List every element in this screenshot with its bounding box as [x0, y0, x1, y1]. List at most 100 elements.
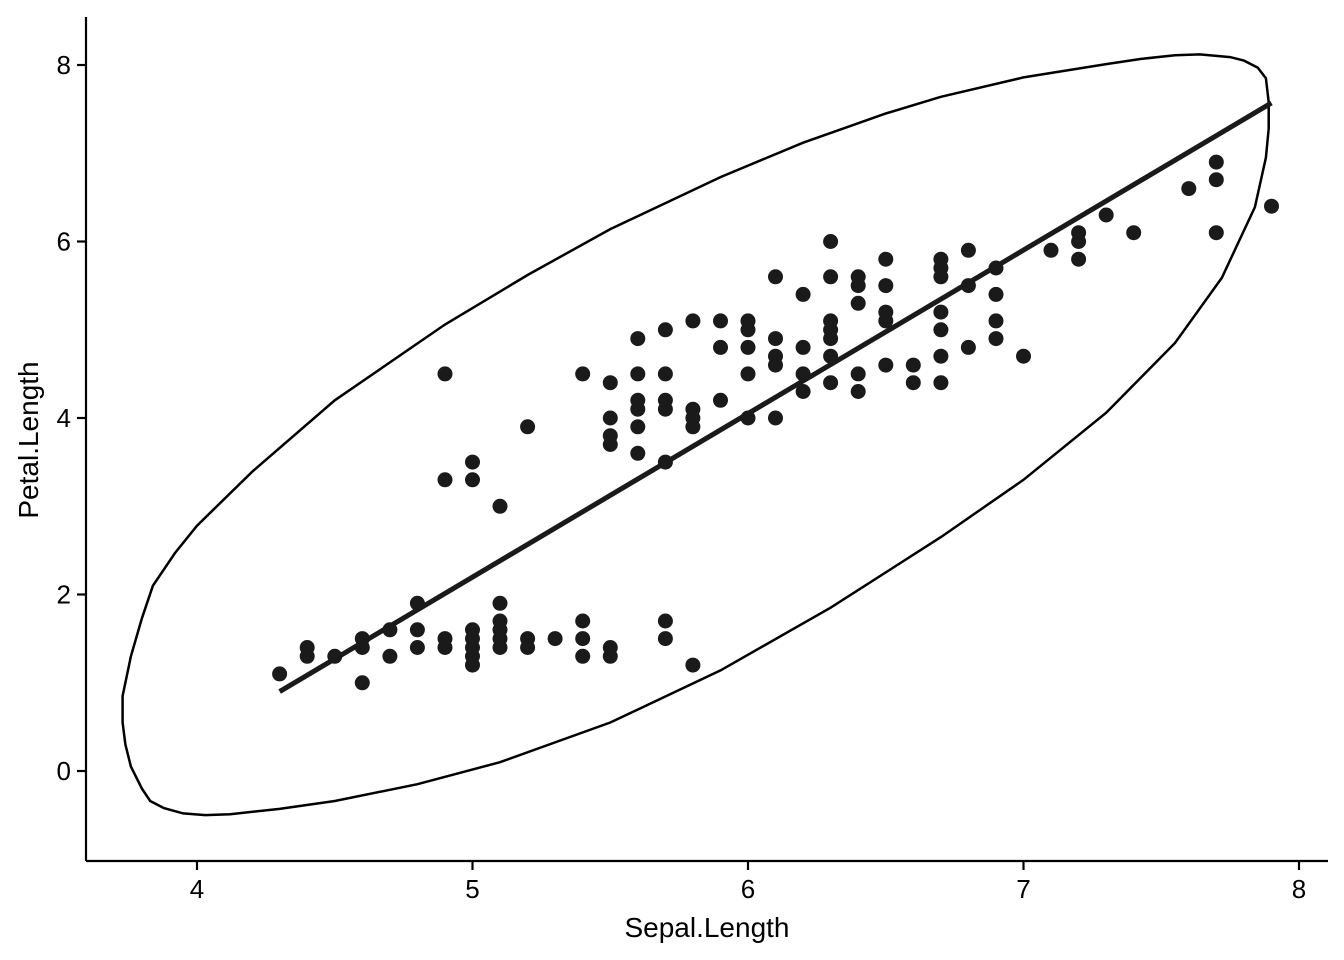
x-axis-title: Sepal.Length [624, 912, 789, 943]
x-tick-label: 4 [190, 874, 204, 904]
data-point [740, 366, 756, 382]
x-tick-label: 8 [1292, 874, 1306, 904]
regression-line [278, 100, 1273, 694]
data-point [795, 339, 811, 355]
data-point [547, 631, 563, 647]
data-point [795, 384, 811, 399]
y-tick-label: 8 [57, 50, 71, 80]
data-point [602, 410, 618, 426]
data-point [933, 375, 949, 391]
data-point [630, 445, 646, 461]
confidence-ellipse-layer [121, 53, 1270, 817]
data-point [988, 331, 1004, 347]
data-point [878, 251, 894, 267]
data-point [575, 613, 591, 629]
x-tick-label: 6 [741, 874, 755, 904]
data-point [437, 472, 453, 488]
data-point [905, 357, 921, 373]
data-point [768, 348, 783, 364]
data-point [768, 410, 783, 426]
data-point [740, 339, 756, 355]
data-point [960, 278, 976, 294]
data-point [437, 366, 453, 382]
data-point [299, 640, 315, 655]
data-point [850, 269, 866, 285]
data-point [630, 366, 646, 382]
data-point [740, 410, 756, 426]
data-point [933, 251, 949, 267]
data-point [1208, 225, 1224, 241]
data-point [354, 675, 370, 691]
data-point [465, 472, 480, 488]
data-point [713, 339, 728, 355]
axes-layer [84, 17, 1328, 863]
data-point [492, 595, 508, 611]
data-point [685, 313, 701, 329]
data-point [740, 313, 756, 329]
data-point [492, 498, 508, 514]
data-point [988, 313, 1004, 329]
data-point [960, 242, 976, 258]
data-point [1181, 181, 1197, 197]
y-tick-label: 6 [57, 227, 71, 257]
data-point [409, 622, 425, 638]
data-point [850, 366, 866, 382]
data-point [657, 454, 673, 470]
data-points-layer [272, 154, 1279, 691]
data-point [354, 631, 370, 647]
data-point [878, 304, 894, 320]
y-tick-label: 2 [57, 580, 71, 610]
data-point [630, 392, 646, 408]
data-point [933, 348, 949, 364]
data-point [630, 419, 646, 435]
data-point [409, 640, 425, 655]
y-tick-label: 4 [57, 403, 71, 433]
data-point [657, 631, 673, 647]
data-point [1208, 172, 1224, 188]
data-point [878, 357, 894, 373]
data-point [1071, 251, 1087, 267]
data-point [823, 234, 839, 249]
data-point [988, 286, 1004, 302]
data-point [492, 613, 508, 629]
data-point [823, 348, 839, 364]
y-axis-title: Petal.Length [13, 361, 44, 518]
data-point [657, 613, 673, 629]
data-point [878, 278, 894, 294]
data-point [795, 286, 811, 302]
data-point [1264, 198, 1279, 214]
data-point [685, 401, 701, 417]
data-point [850, 384, 866, 399]
data-point [382, 648, 398, 664]
data-point [1016, 348, 1031, 364]
y-ticks-layer: 0 2 4 6 8 [57, 50, 86, 786]
data-point [409, 595, 425, 611]
data-point [657, 366, 673, 382]
data-point [795, 366, 811, 382]
data-point [823, 269, 839, 285]
data-point [602, 640, 618, 655]
data-point [575, 631, 591, 647]
data-point [1043, 242, 1059, 258]
data-point [575, 648, 591, 664]
data-point [657, 322, 673, 338]
data-point [1126, 225, 1142, 241]
data-point [1071, 225, 1087, 241]
data-point [602, 428, 618, 444]
data-point [713, 313, 728, 329]
regression-line-layer [278, 100, 1273, 694]
x-ticks-layer: 4 5 6 7 8 [190, 861, 1306, 904]
y-tick-label: 0 [57, 756, 71, 786]
data-point [850, 295, 866, 311]
data-point [768, 331, 783, 347]
data-point [382, 622, 398, 638]
data-point [575, 366, 591, 382]
data-point [1208, 154, 1224, 170]
data-point [988, 260, 1004, 276]
data-point [520, 631, 536, 647]
data-point [465, 622, 480, 638]
data-point [465, 454, 480, 470]
data-point [272, 666, 288, 682]
data-point [768, 269, 783, 285]
